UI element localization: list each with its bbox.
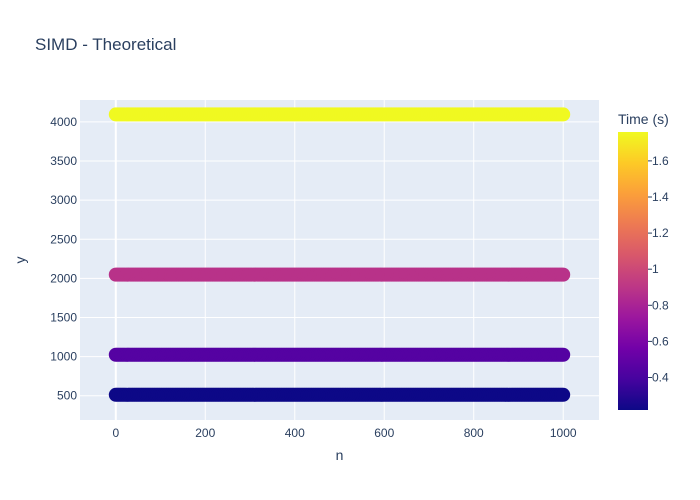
colorbar-tick-label: 1.2 (652, 226, 669, 240)
y-tick-label: 2500 (50, 232, 77, 246)
x-tick-label: 200 (195, 426, 215, 440)
plot-area (80, 100, 599, 420)
data-series (108, 387, 571, 402)
data-point (556, 267, 571, 282)
x-tick-label: 0 (112, 426, 119, 440)
y-tick-label: 500 (57, 389, 77, 403)
colorbar-tick-label: 0.8 (652, 298, 669, 312)
x-axis-label: n (336, 447, 344, 463)
chart-title: SIMD - Theoretical (35, 35, 176, 54)
data-point (556, 387, 571, 402)
x-tick-label: 400 (285, 426, 305, 440)
data-point (556, 107, 571, 122)
y-tick-label: 1500 (50, 311, 77, 325)
y-tick-label: 3000 (50, 193, 77, 207)
x-tick-label: 800 (464, 426, 484, 440)
y-tick-label: 1000 (50, 350, 77, 364)
data-series (108, 347, 571, 362)
colorbar-tick-label: 1.4 (652, 190, 669, 204)
y-tick-label: 4000 (50, 115, 77, 129)
data-series (108, 107, 571, 122)
colorbar-tick-label: 0.4 (652, 371, 669, 385)
data-point (556, 347, 571, 362)
colorbar (618, 132, 648, 410)
y-axis-label: y (12, 257, 28, 264)
colorbar-title: Time (s) (618, 111, 669, 127)
colorbar-tick-label: 1.6 (652, 154, 669, 168)
data-layer (108, 107, 571, 402)
tick-layer: 0 200 400 600 800 1000 500 1000 1500 2000 2500 3000… (50, 115, 577, 440)
y-tick-label: 2000 (50, 271, 77, 285)
colorbar-ticks: 0.4 0.6 0.8 1 1.2 1.4 1.6 (648, 154, 669, 385)
x-tick-label: 1000 (550, 426, 577, 440)
data-series (108, 267, 571, 282)
x-tick-label: 600 (374, 426, 394, 440)
y-tick-label: 3500 (50, 154, 77, 168)
colorbar-tick-label: 0.6 (652, 334, 669, 348)
colorbar-tick-label: 1 (652, 262, 659, 276)
